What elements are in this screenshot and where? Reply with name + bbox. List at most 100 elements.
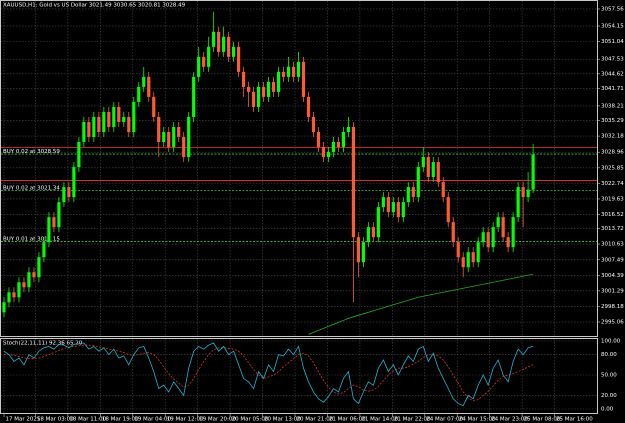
x-tick-label: 21 Mar 14:00	[361, 417, 398, 423]
x-tick-label: 19 Mar 12:00	[167, 417, 204, 423]
candle-body	[22, 282, 26, 288]
candle-body	[87, 121, 91, 137]
candle-body	[441, 182, 445, 198]
candle-body	[157, 116, 161, 143]
candle-body	[276, 71, 281, 92]
candle-body	[241, 71, 246, 87]
y-tick-label: 3016.52	[601, 212, 624, 218]
y-tick-label: 3028.96	[601, 150, 624, 156]
x-tick-label: 24 Mar 23:00	[491, 417, 528, 423]
stoch-panel-frame	[0, 338, 598, 414]
candle-body	[127, 116, 131, 132]
y-tick-label: 3025.85	[601, 165, 624, 171]
x-tick-label: 19 Mar 04:00	[134, 417, 171, 423]
candle-body	[62, 187, 66, 203]
candle-body	[261, 86, 266, 97]
candle-body	[396, 202, 400, 218]
candle-body	[306, 96, 311, 117]
candle-body	[17, 282, 21, 298]
x-tick-label: 18 Mar 19:00	[102, 417, 139, 423]
y-tick-label: 3022.74	[601, 181, 624, 187]
y-tick-label: 3019.63	[601, 196, 624, 202]
candle-body	[471, 252, 475, 263]
candle-body	[177, 126, 181, 137]
candle-body	[266, 81, 271, 97]
y-tick-label: 80.00	[601, 352, 617, 358]
x-tick-label: 20 Mar 21:00	[297, 417, 334, 423]
chart-title: XAUUSD,H1: Gold vs US Dollar 3021.49 303…	[3, 3, 186, 9]
x-tick-label: 21 Mar 22:00	[394, 417, 431, 423]
x-tick-label: 18 Mar 03:00	[37, 417, 74, 423]
candle-body	[341, 131, 346, 148]
candle-body	[531, 154, 535, 190]
x-tick-label: 20 Mar 05:00	[232, 417, 269, 423]
x-tick-label: 19 Mar 20:00	[199, 417, 236, 423]
candle-body	[346, 126, 351, 132]
candle-body	[521, 187, 525, 198]
y-tick-label: 3001.29	[601, 288, 624, 294]
candle-body	[197, 56, 201, 77]
y-tick-label: 100.00	[601, 339, 621, 345]
candle-body	[481, 232, 485, 243]
candle-body	[296, 61, 301, 77]
candle-body	[366, 227, 370, 243]
candle-body	[182, 136, 186, 158]
order-label: BUY 0.01 at 3011.15	[3, 236, 60, 242]
candle-body	[491, 227, 495, 248]
y-tick-label: 2998.18	[601, 304, 624, 310]
candle-body	[107, 111, 111, 127]
candle-body	[336, 142, 341, 148]
candle-body	[72, 167, 76, 198]
candle-body	[496, 217, 500, 228]
candle-body	[7, 292, 11, 303]
price-panel-frame	[0, 0, 598, 337]
candle-body	[381, 197, 385, 208]
order-label: BUY 0.02 at 3021.34	[3, 185, 60, 191]
candle-body	[281, 71, 286, 77]
x-tick-label: 25 Mar 08:00	[524, 417, 561, 423]
candle-body	[37, 257, 41, 278]
y-tick-label: 3044.62	[601, 71, 624, 77]
y-tick-label: 3051.04	[601, 39, 624, 45]
y-tick-label: 50.00	[601, 373, 617, 379]
candle-body	[451, 222, 455, 243]
candle-body	[411, 187, 415, 198]
y-tick-label: 2995.06	[601, 320, 624, 326]
y-tick-label: 3035.29	[601, 118, 624, 124]
candle-body	[27, 272, 31, 288]
candle-body	[461, 257, 465, 268]
candle-body	[187, 116, 191, 158]
candle-body	[152, 96, 156, 117]
candle-body	[431, 162, 435, 178]
candle-body	[486, 232, 490, 248]
candle-body	[371, 227, 375, 238]
candle-body	[82, 121, 86, 143]
x-tick-label: 24 Mar 15:00	[459, 417, 496, 423]
x-tick-label: 20 Mar 13:00	[264, 417, 301, 423]
candle-body	[386, 197, 390, 213]
x-tick-label: 18 Mar 11:00	[69, 417, 106, 423]
candle-body	[142, 76, 146, 87]
y-tick-label: 3047.53	[601, 57, 624, 63]
x-tick-label: 25 Mar 16:00	[556, 417, 593, 423]
candle-body	[421, 157, 425, 168]
candle-body	[97, 116, 101, 132]
candle-body	[356, 237, 361, 263]
candle-body	[501, 217, 505, 238]
y-tick-label: 3032.18	[601, 134, 624, 140]
y-tick-label: 3013.72	[601, 226, 624, 232]
stoch-signal	[3, 344, 534, 402]
candle-body	[291, 66, 296, 77]
moving-average	[308, 273, 534, 335]
x-tick-label: 21 Mar 06:00	[329, 417, 366, 423]
candle-body	[167, 131, 171, 148]
candle-body	[147, 76, 151, 97]
candle-body	[227, 36, 231, 57]
x-tick-label: 24 Mar 07:00	[426, 417, 463, 423]
candle-body	[251, 91, 256, 107]
stoch-main	[3, 342, 534, 407]
candle-body	[466, 252, 470, 268]
